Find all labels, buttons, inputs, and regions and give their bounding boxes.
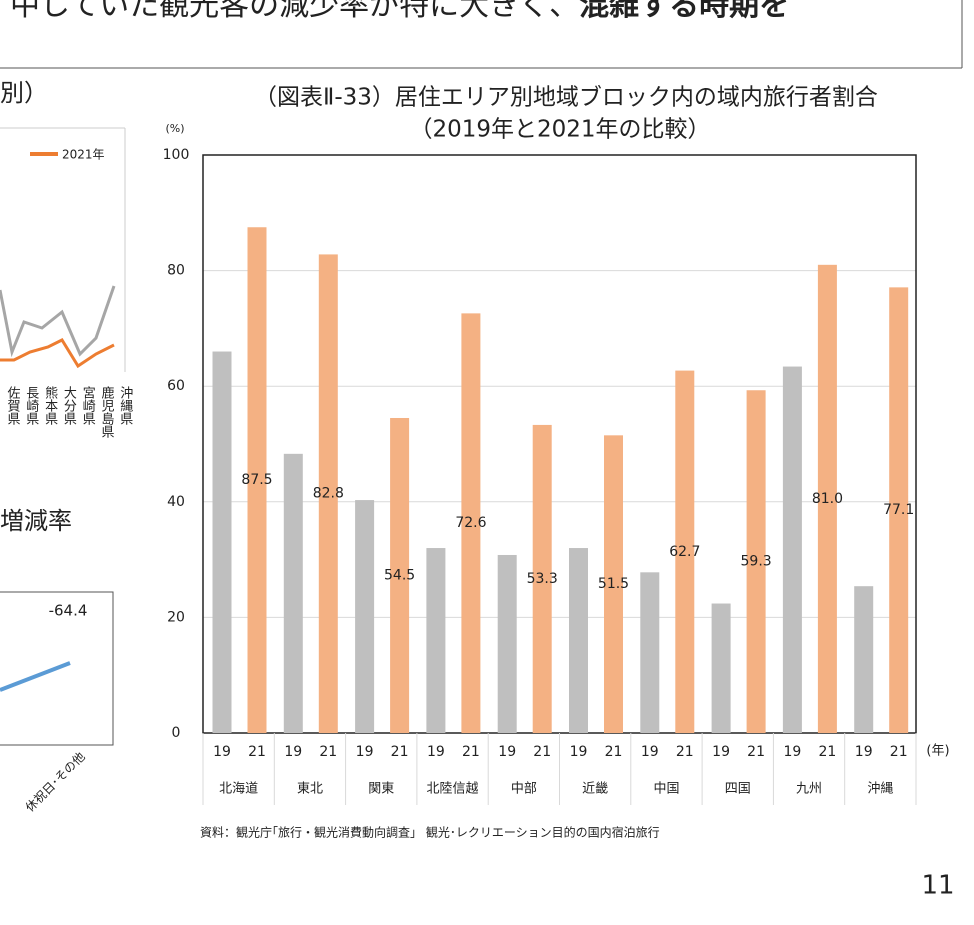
x-tick-label: 19 bbox=[570, 744, 588, 760]
x-tick-label: 中国 bbox=[653, 782, 679, 797]
x-tick-label: 19 bbox=[498, 744, 516, 760]
left-frame bbox=[0, 591, 114, 746]
x-tick-label: 四国 bbox=[725, 782, 751, 797]
bar bbox=[390, 417, 410, 733]
header-text: 中していた観光客の減少率が特に大きく、混雑する時期を bbox=[10, 0, 789, 23]
x-tick-label: 鹿児島県 bbox=[99, 385, 115, 438]
bar bbox=[711, 603, 731, 733]
x-tick-label: 21 bbox=[248, 744, 266, 760]
bar bbox=[283, 453, 303, 733]
header-text: 中していた観光客の減少率が特に大きく、 bbox=[10, 0, 579, 23]
bar bbox=[247, 227, 267, 733]
bar bbox=[461, 313, 481, 733]
x-tick-label: 熊本県 bbox=[42, 385, 58, 425]
bar bbox=[318, 254, 338, 733]
line bbox=[0, 285, 116, 358]
data-label: 62.7 bbox=[669, 544, 700, 560]
bar bbox=[497, 554, 517, 733]
data-label: 51.5 bbox=[598, 576, 629, 592]
x-tick-label: 近畿 bbox=[582, 782, 608, 797]
y-tick-label: 60 bbox=[167, 378, 185, 394]
x-tick-label: 21 bbox=[676, 744, 694, 760]
x-unit: (年) bbox=[926, 744, 949, 759]
bar bbox=[212, 351, 232, 733]
x-tick-label: 宮崎県 bbox=[80, 385, 96, 425]
bar bbox=[640, 572, 660, 733]
x-tick-label: 東北 bbox=[297, 781, 323, 797]
y-unit: (%) bbox=[165, 122, 184, 135]
bar bbox=[746, 390, 766, 733]
left-title: 増減率 bbox=[0, 507, 72, 535]
y-tick-label: 100 bbox=[163, 147, 190, 163]
x-tick-label: 19 bbox=[356, 744, 374, 760]
bar bbox=[854, 586, 874, 733]
x-tick-label: 19 bbox=[783, 744, 801, 760]
x-tick-label: 休祝日･その他 bbox=[23, 750, 88, 815]
x-tick-label: 21 bbox=[533, 744, 551, 760]
bar bbox=[532, 424, 552, 733]
y-tick-label: 40 bbox=[167, 494, 185, 510]
x-tick-label: 21 bbox=[890, 744, 908, 760]
x-tick-label: 沖縄 bbox=[867, 782, 893, 797]
x-tick-label: 21 bbox=[462, 744, 480, 760]
data-label: 59.3 bbox=[741, 554, 772, 570]
line bbox=[0, 338, 115, 369]
y-tick-label: 0 bbox=[172, 725, 181, 741]
x-tick-label: 北海道 bbox=[219, 782, 258, 797]
bar bbox=[355, 500, 375, 733]
source: 資料：観光庁｢旅行・観光消費動向調査」 観光･レクリエーション目的の国内宿泊旅行 bbox=[200, 825, 660, 840]
x-tick-label: 長崎県 bbox=[23, 386, 39, 425]
data-label: -64.4 bbox=[49, 602, 88, 620]
bar bbox=[782, 366, 802, 733]
x-tick-label: 関東 bbox=[368, 781, 394, 797]
x-tick-label: 19 bbox=[641, 744, 659, 760]
x-tick-label: 沖縄県 bbox=[117, 386, 133, 425]
chart-subtitle: （2019年と2021年の比較） bbox=[409, 117, 710, 143]
x-tick-label: 21 bbox=[319, 744, 337, 760]
x-tick-label: 21 bbox=[747, 744, 765, 760]
data-label: 82.8 bbox=[313, 486, 344, 502]
y-tick-label: 80 bbox=[167, 263, 185, 279]
x-tick-label: 19 bbox=[284, 744, 302, 760]
plot-frame bbox=[202, 154, 917, 734]
x-tick-label: 21 bbox=[391, 744, 409, 760]
bar bbox=[675, 370, 695, 733]
bar bbox=[569, 548, 588, 733]
x-tick-label: 九州 bbox=[796, 782, 822, 797]
x-tick-label: 北陸信越 bbox=[427, 781, 479, 797]
header-bold: 混雑する時期を bbox=[579, 0, 789, 23]
legend-text: 2021年 bbox=[62, 148, 105, 162]
x-tick-label: 21 bbox=[605, 744, 623, 760]
line bbox=[0, 661, 71, 692]
left-title: 別） bbox=[0, 79, 48, 107]
data-label: 81.0 bbox=[812, 491, 843, 507]
page-number: 11 bbox=[921, 871, 954, 901]
x-tick-label: 佐賀県 bbox=[5, 386, 21, 425]
x-tick-label: 19 bbox=[427, 744, 445, 760]
y-tick-label: 20 bbox=[167, 609, 185, 625]
x-tick-label: 19 bbox=[855, 744, 873, 760]
chart-title: （図表Ⅱ-33）居住エリア別地域ブロック内の域内旅行者割合 bbox=[254, 85, 878, 111]
data-label: 87.5 bbox=[241, 472, 272, 488]
x-tick-label: 19 bbox=[712, 744, 730, 760]
data-label: 54.5 bbox=[384, 567, 415, 583]
x-tick-label: 大分県 bbox=[61, 386, 77, 425]
x-tick-label: 21 bbox=[818, 744, 836, 760]
bar bbox=[426, 548, 446, 733]
data-label: 53.3 bbox=[527, 571, 558, 587]
data-label: 77.1 bbox=[883, 502, 914, 518]
x-tick-label: 中部 bbox=[511, 782, 537, 797]
bar bbox=[889, 287, 909, 733]
bar bbox=[817, 264, 837, 733]
data-label: 72.6 bbox=[455, 515, 486, 531]
x-tick-label: 19 bbox=[213, 744, 231, 760]
bar bbox=[604, 435, 623, 733]
